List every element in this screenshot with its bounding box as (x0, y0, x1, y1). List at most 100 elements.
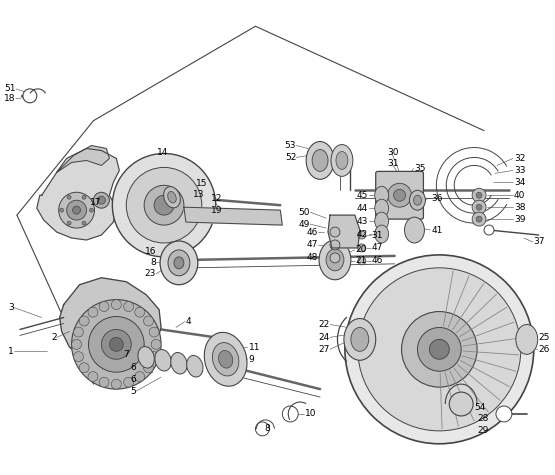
Circle shape (67, 200, 87, 220)
Circle shape (99, 377, 109, 387)
Text: 4: 4 (186, 317, 191, 326)
Circle shape (358, 244, 366, 252)
Text: 9: 9 (249, 355, 254, 364)
Text: 1: 1 (8, 347, 14, 356)
Circle shape (72, 340, 82, 349)
Ellipse shape (171, 352, 187, 374)
Ellipse shape (375, 212, 388, 230)
Text: 43: 43 (356, 217, 368, 226)
Text: 6: 6 (130, 363, 136, 372)
Text: 25: 25 (539, 333, 550, 342)
Ellipse shape (375, 199, 388, 217)
Ellipse shape (306, 142, 334, 180)
Ellipse shape (331, 144, 353, 176)
Ellipse shape (155, 350, 171, 371)
Circle shape (476, 192, 482, 198)
Circle shape (330, 240, 340, 250)
Ellipse shape (213, 342, 239, 376)
Text: 32: 32 (514, 154, 525, 163)
FancyBboxPatch shape (376, 171, 423, 219)
Ellipse shape (375, 186, 388, 204)
Circle shape (124, 377, 134, 387)
Circle shape (59, 192, 94, 228)
Circle shape (449, 392, 473, 416)
Text: 23: 23 (145, 269, 156, 278)
Polygon shape (60, 278, 161, 369)
Text: 52: 52 (285, 153, 296, 162)
Text: 35: 35 (415, 164, 426, 173)
Text: 29: 29 (478, 427, 489, 436)
Text: 46: 46 (307, 228, 318, 237)
Ellipse shape (160, 241, 198, 285)
Circle shape (112, 153, 216, 257)
Text: 47: 47 (307, 240, 318, 249)
Text: 28: 28 (478, 414, 489, 423)
Ellipse shape (168, 191, 176, 203)
Circle shape (345, 255, 534, 444)
Ellipse shape (326, 249, 344, 271)
Circle shape (330, 253, 340, 263)
Text: 46: 46 (372, 256, 383, 266)
Text: 10: 10 (305, 409, 317, 418)
Ellipse shape (312, 150, 328, 171)
Text: 41: 41 (431, 226, 443, 235)
Ellipse shape (336, 152, 348, 170)
Text: 26: 26 (539, 345, 550, 354)
Polygon shape (184, 207, 282, 225)
Circle shape (127, 167, 202, 243)
Ellipse shape (204, 332, 247, 386)
Text: 30: 30 (387, 148, 399, 157)
Ellipse shape (344, 319, 376, 360)
Text: 49: 49 (299, 219, 310, 228)
Text: 2: 2 (51, 333, 57, 342)
Text: 5: 5 (130, 387, 136, 396)
Text: 36: 36 (431, 194, 443, 203)
Circle shape (144, 316, 154, 326)
Circle shape (402, 312, 477, 387)
Circle shape (74, 327, 83, 337)
Circle shape (484, 225, 494, 235)
Circle shape (476, 204, 482, 210)
Circle shape (417, 327, 461, 371)
Text: 19: 19 (211, 206, 222, 215)
Text: 45: 45 (356, 191, 368, 200)
Text: 38: 38 (514, 203, 526, 212)
Text: 27: 27 (319, 345, 330, 354)
Text: 53: 53 (285, 141, 296, 150)
Text: 54: 54 (474, 402, 486, 411)
Circle shape (67, 221, 71, 225)
Text: 6: 6 (130, 375, 136, 384)
Text: 24: 24 (319, 333, 330, 342)
Circle shape (82, 221, 86, 225)
Text: 3: 3 (8, 303, 14, 312)
Circle shape (98, 196, 105, 204)
Text: 40: 40 (514, 191, 525, 200)
Ellipse shape (319, 240, 351, 280)
Circle shape (358, 231, 366, 239)
Circle shape (358, 257, 366, 265)
Text: 31: 31 (372, 230, 384, 239)
Polygon shape (57, 145, 109, 172)
Circle shape (88, 307, 98, 317)
Text: 8: 8 (265, 424, 270, 433)
Circle shape (88, 371, 98, 381)
Text: 33: 33 (514, 166, 526, 175)
Text: 13: 13 (193, 190, 204, 199)
Circle shape (135, 307, 145, 317)
Circle shape (67, 195, 71, 199)
Circle shape (387, 183, 411, 207)
Ellipse shape (410, 190, 426, 210)
Circle shape (79, 316, 89, 326)
Circle shape (109, 337, 123, 352)
Circle shape (23, 89, 37, 103)
Circle shape (282, 406, 298, 422)
Circle shape (82, 195, 86, 199)
Circle shape (472, 188, 486, 202)
Circle shape (74, 352, 83, 361)
Text: 17: 17 (89, 198, 101, 207)
Circle shape (93, 192, 109, 208)
Ellipse shape (405, 217, 425, 243)
Polygon shape (37, 149, 119, 240)
Text: 14: 14 (157, 148, 169, 157)
Text: 34: 34 (514, 178, 525, 187)
